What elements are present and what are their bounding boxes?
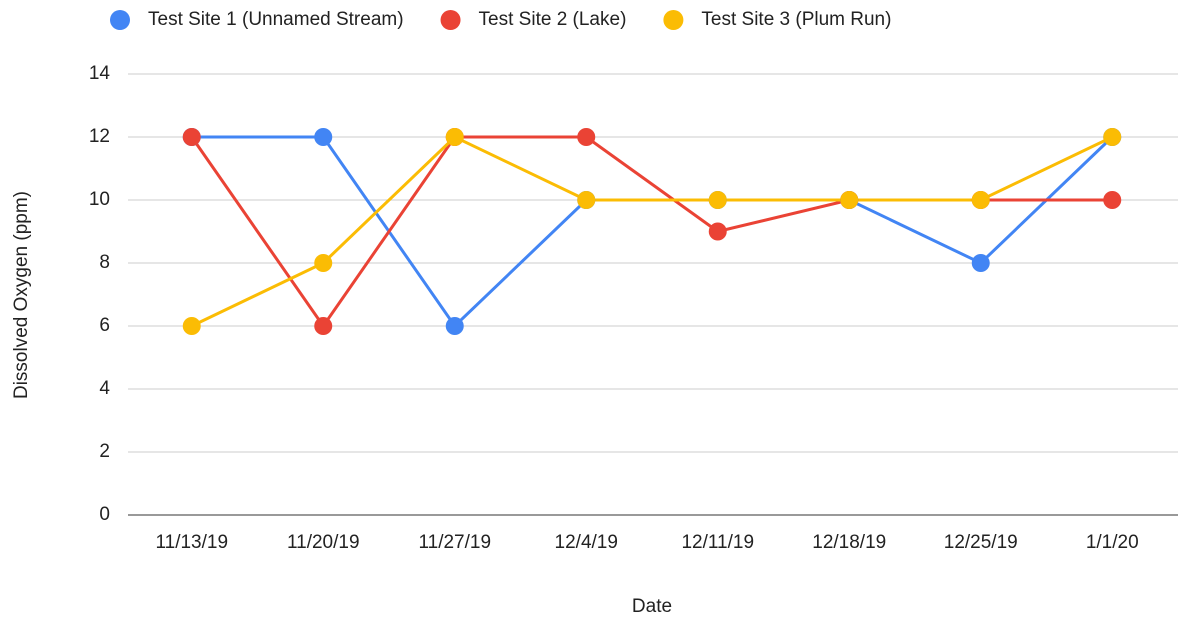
data-point bbox=[445, 128, 464, 146]
x-axis-title: Date bbox=[632, 596, 672, 617]
x-tick-label: 11/27/19 bbox=[418, 532, 491, 553]
legend-label: Test Site 2 (Lake) bbox=[479, 9, 627, 30]
data-point bbox=[708, 222, 727, 241]
data-point bbox=[708, 191, 727, 209]
data-point bbox=[577, 191, 596, 209]
legend-marker bbox=[663, 10, 684, 30]
legend-marker bbox=[440, 10, 461, 30]
data-point bbox=[182, 128, 201, 146]
y-tick-label: 10 bbox=[89, 189, 110, 210]
y-tick-label: 12 bbox=[89, 126, 110, 147]
series-line bbox=[191, 135, 1113, 328]
y-tick-label: 2 bbox=[99, 441, 110, 462]
y-tick-label: 6 bbox=[99, 315, 110, 336]
legend-label: Test Site 3 (Plum Run) bbox=[701, 9, 891, 30]
x-tick-label: 12/11/19 bbox=[681, 532, 754, 553]
x-tick-label: 12/25/19 bbox=[944, 532, 1018, 553]
data-point bbox=[1103, 128, 1122, 146]
series-line bbox=[190, 135, 1113, 329]
data-point bbox=[182, 317, 201, 335]
data-point bbox=[971, 191, 990, 209]
y-tick-label: 8 bbox=[99, 252, 110, 273]
legend-label: Test Site 1 (Unnamed Stream) bbox=[148, 9, 404, 30]
data-point bbox=[1103, 191, 1122, 209]
y-tick-label: 4 bbox=[99, 378, 110, 399]
data-point bbox=[445, 317, 464, 335]
x-tick-label: 12/18/19 bbox=[812, 532, 886, 553]
y-tick-label: 14 bbox=[89, 63, 111, 84]
y-axis-title: Dissolved Oxygen (ppm) bbox=[11, 191, 32, 399]
legend-marker bbox=[110, 10, 130, 30]
x-tick-label: 12/4/19 bbox=[555, 532, 618, 553]
x-tick-label: 11/13/19 bbox=[155, 532, 228, 553]
data-point bbox=[577, 128, 596, 146]
y-tick-label: 0 bbox=[99, 504, 110, 525]
x-tick-label: 11/20/19 bbox=[287, 532, 360, 553]
data-point bbox=[314, 254, 333, 272]
data-point bbox=[314, 128, 333, 146]
data-point bbox=[314, 317, 333, 335]
x-tick-label: 1/1/20 bbox=[1086, 532, 1139, 553]
data-point bbox=[971, 254, 990, 272]
data-point bbox=[840, 191, 859, 209]
series-line bbox=[191, 135, 1114, 329]
